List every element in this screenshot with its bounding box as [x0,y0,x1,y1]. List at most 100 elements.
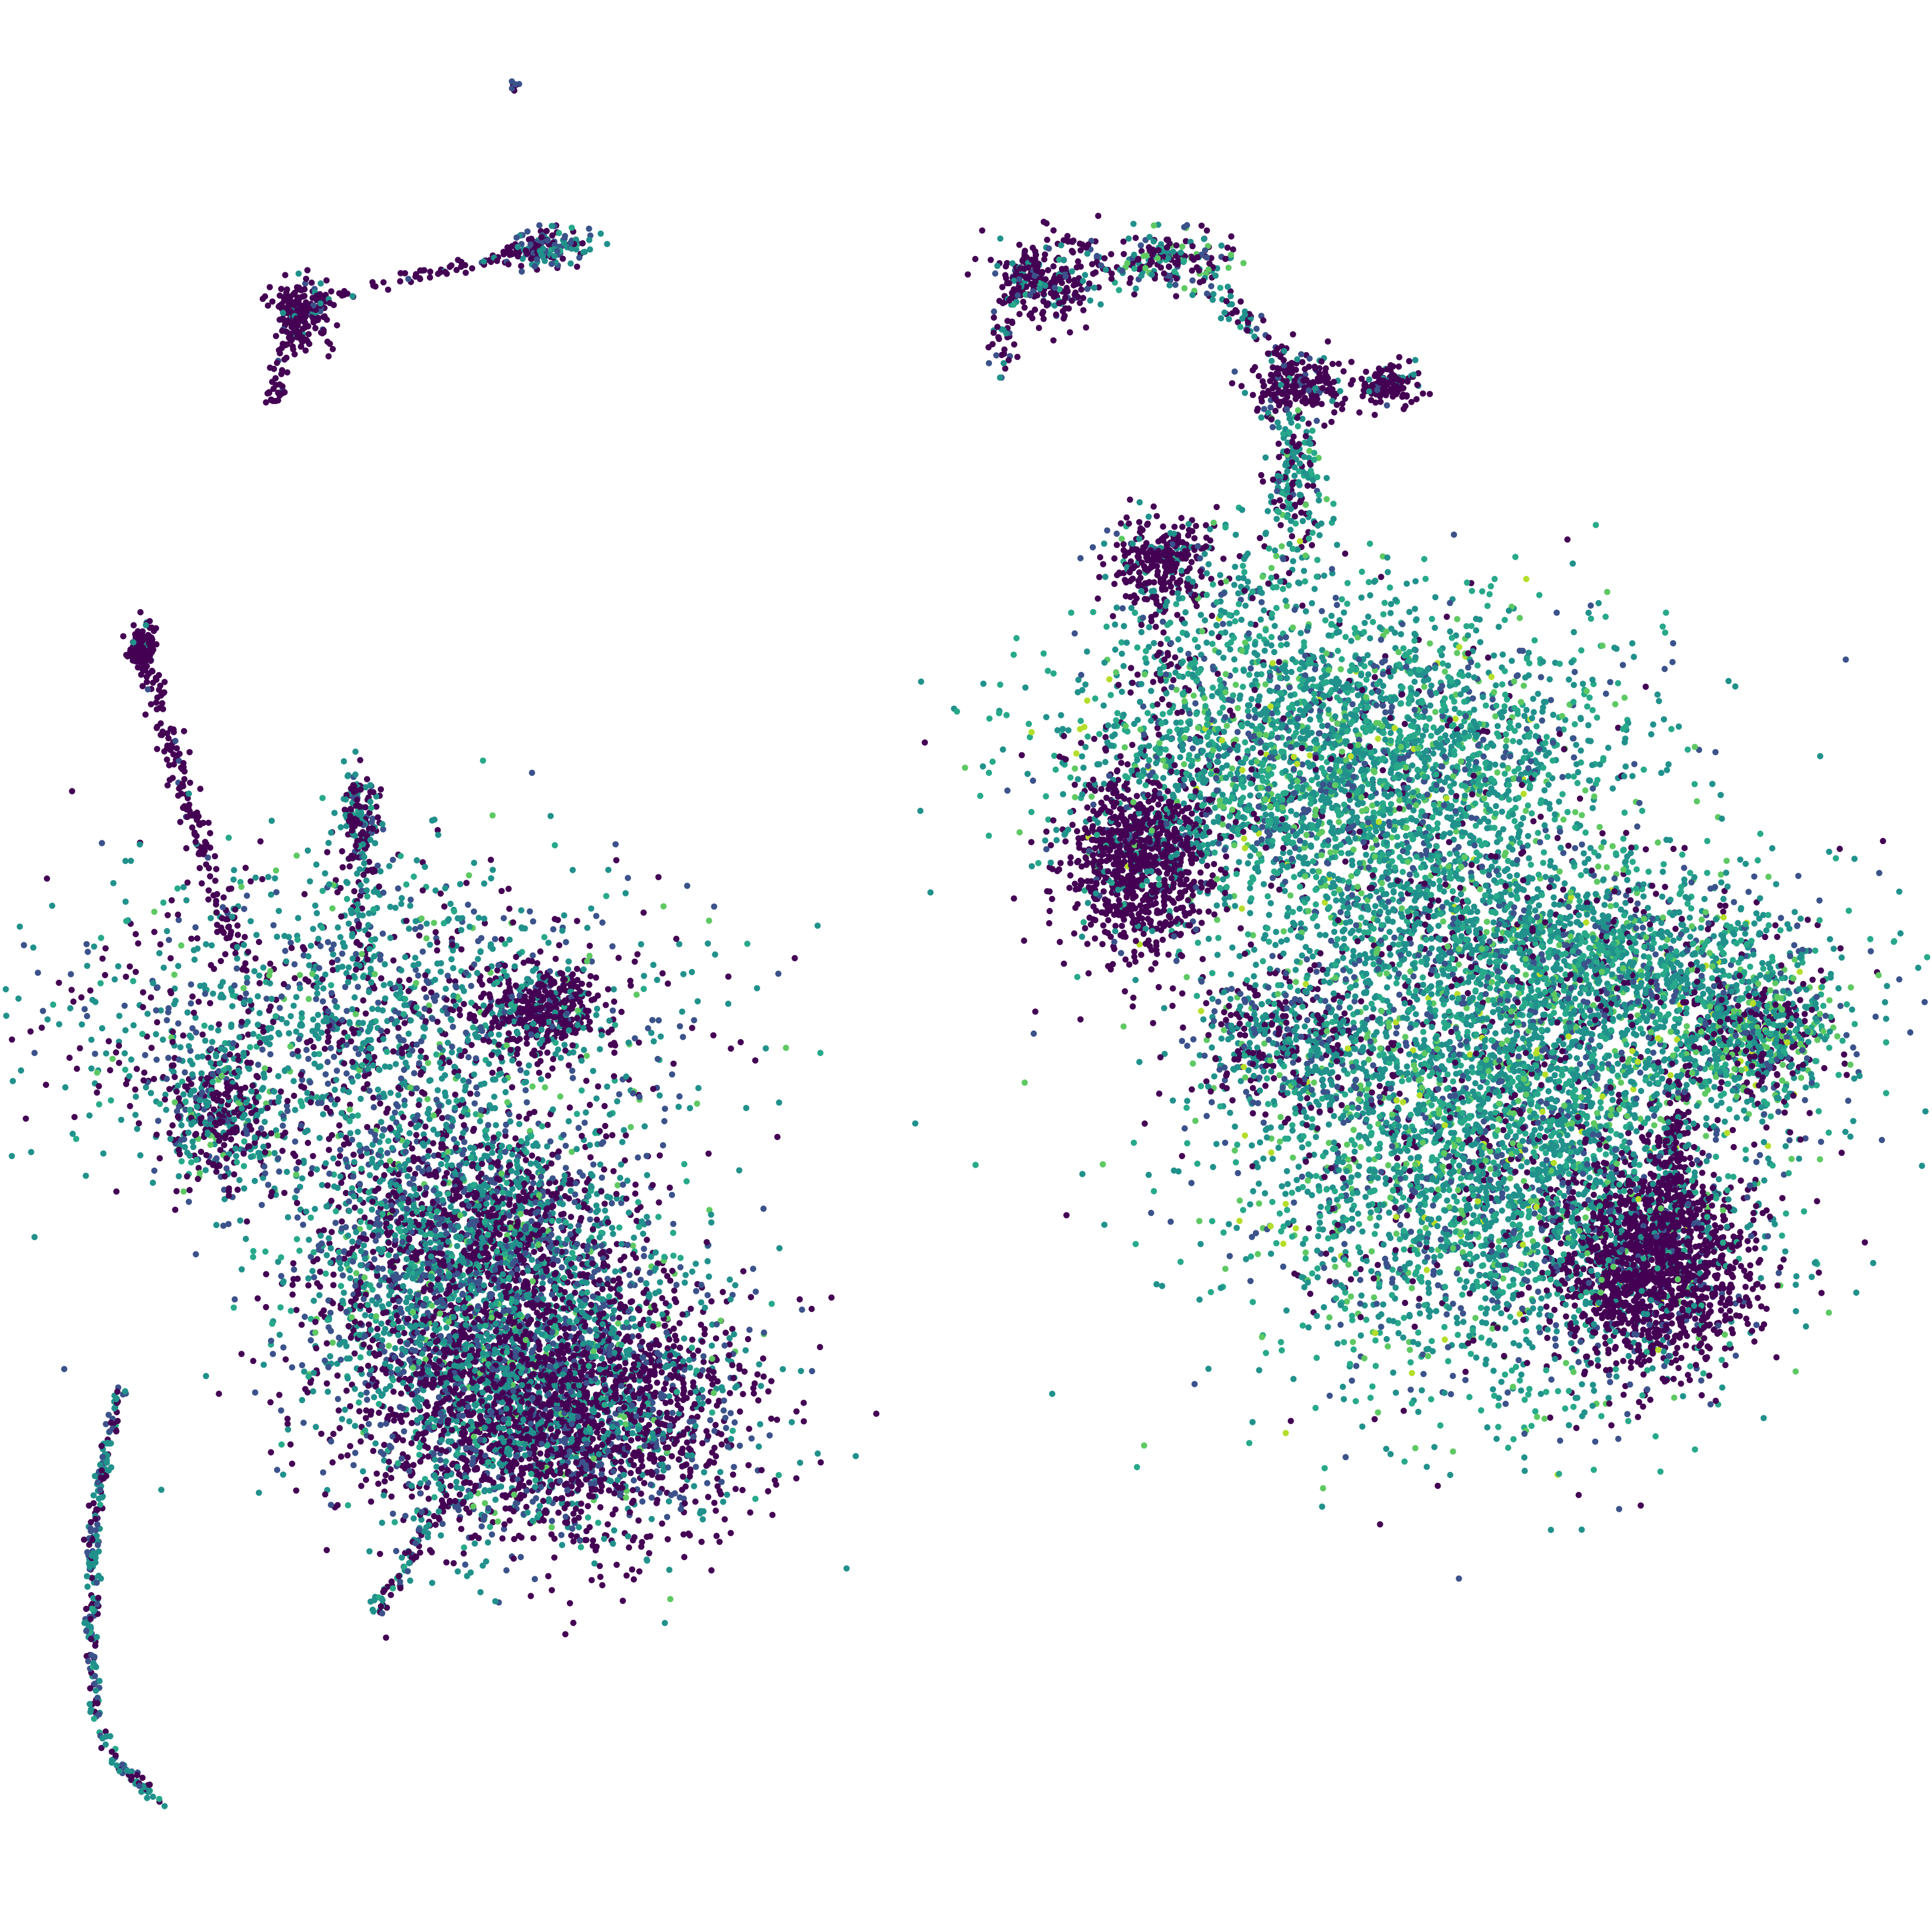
scatter-point [1247,792,1253,798]
scatter-point [609,1225,615,1231]
scatter-point [986,360,992,366]
scatter-point [1563,1360,1569,1366]
scatter-point [1311,586,1317,592]
scatter-point [631,1477,637,1483]
scatter-point [767,1432,773,1438]
scatter-point [475,956,481,962]
scatter-point [1764,1306,1770,1312]
scatter-point [1314,923,1320,929]
scatter-point [1054,837,1060,843]
scatter-point [1301,568,1307,574]
scatter-point [1169,589,1176,595]
scatter-point [1100,923,1106,929]
scatter-point [1113,717,1119,723]
scatter-point [338,1283,344,1289]
scatter-point [118,1117,124,1123]
scatter-point [729,1428,735,1434]
scatter-point [688,1306,694,1312]
scatter-point [233,1153,239,1159]
scatter-point [587,1154,593,1160]
scatter-point [1371,867,1377,873]
scatter-point [1051,263,1057,269]
scatter-point [1407,1387,1413,1393]
scatter-point [1679,851,1685,857]
scatter-point [1730,1144,1736,1150]
scatter-point [1036,325,1042,331]
scatter-point [1211,1073,1217,1080]
scatter-point [627,1470,633,1476]
scatter-point [661,1467,667,1473]
scatter-point [1258,599,1264,605]
scatter-point [356,1142,362,1148]
scatter-point [912,1121,918,1127]
scatter-point [1179,825,1185,831]
scatter-point [1521,1468,1527,1474]
scatter-point [1220,621,1226,627]
scatter-point [1482,1295,1488,1301]
scatter-point [1197,1296,1203,1302]
scatter-point [310,1153,316,1159]
scatter-point [752,1495,758,1502]
scatter-point [369,1206,375,1212]
scatter-point [234,1186,240,1192]
scatter-point [259,1046,265,1052]
scatter-point [1339,406,1345,412]
scatter-point [1322,932,1328,938]
scatter-point [1269,731,1275,737]
scatter-point [609,1200,615,1206]
scatter-point [1591,1192,1597,1198]
scatter-point [1296,1163,1302,1169]
scatter-point [1562,1406,1568,1412]
scatter-point [681,1161,687,1167]
scatter-point [693,1463,699,1470]
scatter-point [329,905,335,911]
scatter-point [626,1272,632,1278]
scatter-point [1553,1328,1559,1334]
scatter-point [435,1087,441,1093]
scatter-point [1582,787,1588,793]
scatter-point [1359,1229,1365,1235]
scatter-point [166,1086,172,1092]
scatter-point [1833,855,1839,861]
scatter-point [1288,1418,1294,1424]
scatter-point [707,1417,713,1423]
scatter-point [461,1550,467,1556]
scatter-point [667,1278,673,1284]
scatter-point [622,890,629,896]
scatter-point [28,1149,34,1155]
scatter-point [1043,714,1049,720]
scatter-point [1265,1101,1271,1107]
scatter-point [1223,689,1229,696]
scatter-point [443,1559,449,1566]
scatter-point [492,1497,498,1503]
scatter-point [277,1332,283,1338]
scatter-point [1218,1021,1224,1027]
scatter-point [570,1620,576,1626]
scatter-point [1291,473,1297,479]
scatter-point [746,1326,752,1332]
scatter-point [1279,543,1285,549]
scatter-point [1456,644,1462,650]
scatter-point [1602,613,1608,619]
scatter-point [1457,1277,1463,1283]
scatter-point [429,1302,435,1308]
scatter-point [156,1155,162,1161]
scatter-point [1021,938,1027,944]
scatter-point [1260,478,1266,484]
scatter-point [305,996,312,1002]
scatter-point [1270,424,1276,430]
scatter-point [1838,1150,1844,1156]
scatter-point [431,920,437,926]
scatter-point [1096,574,1102,580]
scatter-point [1268,883,1274,889]
scatter-point [776,1472,782,1478]
scatter-point [293,994,299,1000]
scatter-point [1268,900,1274,906]
scatter-point [1473,616,1479,622]
scatter-point [212,878,218,884]
scatter-point [1595,1363,1601,1369]
scatter-point [1211,1008,1217,1014]
scatter-point [1478,1407,1484,1413]
scatter-point [1718,792,1724,798]
scatter-point [1581,850,1587,856]
